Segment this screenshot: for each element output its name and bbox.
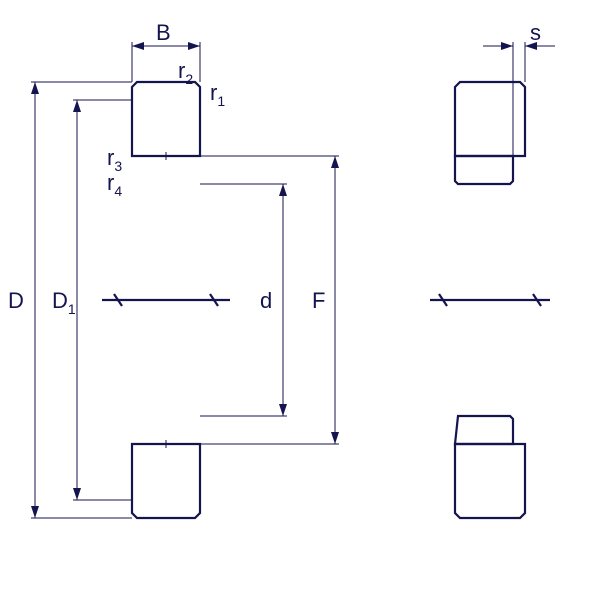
label-B: B: [156, 20, 171, 45]
label-F: F: [312, 288, 325, 313]
label-d: d: [260, 288, 272, 313]
label-D: D: [8, 288, 24, 313]
label-s: s: [530, 20, 541, 45]
bearing-diagram: DD1dFBsr1r2r3r4: [0, 0, 600, 600]
